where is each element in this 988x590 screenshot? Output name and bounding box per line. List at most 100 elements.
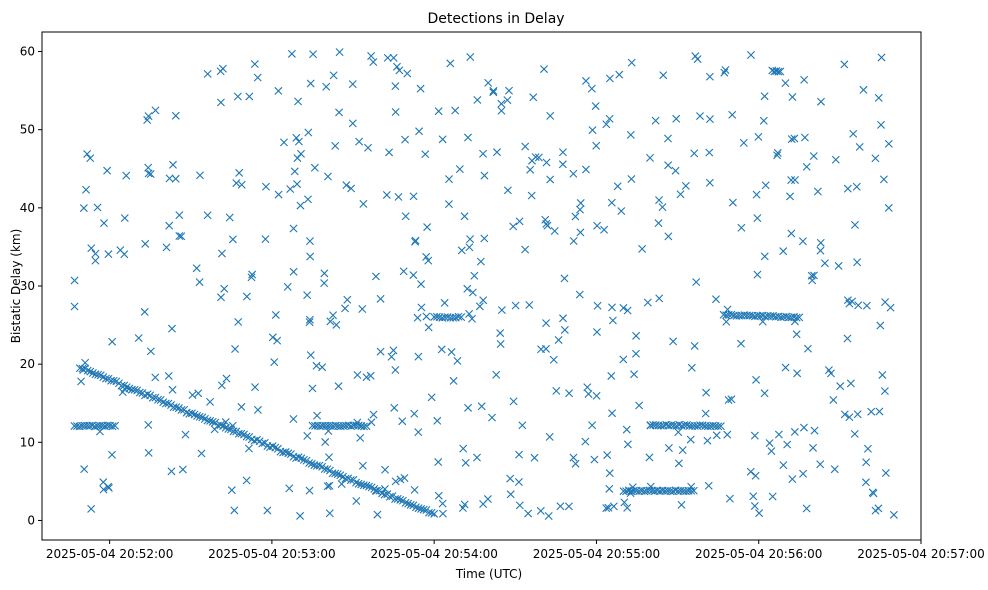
data-point (497, 106, 506, 115)
data-point (281, 448, 290, 457)
data-point (382, 190, 391, 199)
data-point (403, 69, 412, 78)
data-point (352, 497, 361, 505)
data-point (440, 298, 449, 307)
data-point (299, 455, 308, 464)
data-point (776, 67, 785, 76)
data-point (550, 227, 559, 236)
data-point (203, 211, 212, 220)
data-point (401, 212, 410, 221)
data-point (608, 409, 617, 418)
data-point (146, 347, 155, 356)
y-tick-label: 10 (20, 435, 35, 449)
data-point (605, 469, 614, 478)
data-point (779, 461, 788, 470)
data-point (884, 203, 893, 212)
data-point (289, 224, 298, 233)
data-points (70, 48, 898, 520)
data-point (419, 505, 428, 514)
data-point (323, 172, 332, 181)
data-point (244, 444, 253, 453)
data-point (881, 298, 890, 307)
data-point (877, 120, 885, 129)
data-point (542, 319, 551, 328)
data-point (422, 312, 431, 321)
data-point (617, 207, 626, 216)
data-point (850, 429, 859, 438)
data-point (290, 167, 299, 176)
data-point (221, 418, 230, 427)
data-point (545, 432, 554, 441)
data-point (646, 153, 654, 162)
data-point (356, 433, 365, 442)
data-point (497, 306, 506, 315)
data-point (619, 303, 628, 312)
data-point (326, 317, 335, 326)
data-point (845, 413, 854, 422)
data-point (479, 500, 488, 508)
data-point (466, 52, 475, 61)
data-point (605, 484, 614, 493)
data-point (863, 444, 872, 453)
data-point (334, 382, 343, 391)
data-point (546, 175, 555, 184)
data-point (509, 397, 518, 406)
data-point (216, 67, 225, 76)
data-point (331, 141, 340, 150)
data-point (250, 60, 259, 69)
data-point (398, 417, 407, 426)
data-point (571, 459, 580, 468)
data-point (591, 102, 600, 111)
data-point (631, 349, 640, 358)
data-point (365, 482, 374, 491)
data-point (411, 503, 420, 512)
data-point (414, 352, 423, 361)
data-point (790, 134, 799, 143)
data-point (687, 363, 696, 372)
data-point (444, 200, 453, 209)
data-point (70, 302, 79, 311)
data-point (696, 112, 704, 121)
data-point (193, 411, 202, 420)
data-point (760, 389, 769, 398)
data-point (94, 370, 103, 379)
data-point (543, 221, 552, 230)
data-point (438, 135, 447, 144)
data-point (560, 325, 569, 334)
data-point (716, 422, 725, 431)
data-point (492, 370, 501, 379)
data-point (859, 85, 868, 94)
data-point (874, 93, 883, 102)
data-point (274, 86, 283, 95)
data-point (305, 318, 314, 327)
data-point (853, 410, 862, 419)
data-point (146, 170, 155, 178)
data-point (323, 482, 332, 491)
data-point (781, 363, 790, 372)
data-point (111, 421, 120, 430)
data-point (581, 165, 590, 174)
data-point (325, 509, 334, 518)
data-point (690, 149, 699, 158)
data-point (195, 278, 204, 287)
data-point (506, 474, 515, 483)
data-point (359, 199, 368, 208)
data-point (389, 346, 398, 355)
data-point (396, 495, 405, 504)
data-point (99, 219, 108, 228)
data-point (427, 508, 436, 517)
data-point (369, 58, 378, 67)
data-point (362, 422, 371, 431)
data-point (514, 478, 523, 486)
data-point (171, 111, 180, 120)
data-point (385, 148, 394, 157)
data-point (889, 510, 898, 519)
data-point (341, 474, 350, 483)
data-point (227, 486, 236, 495)
data-point (172, 403, 181, 412)
data-point (813, 187, 822, 196)
data-point (79, 204, 88, 213)
data-point (347, 184, 356, 193)
data-point (750, 431, 759, 440)
